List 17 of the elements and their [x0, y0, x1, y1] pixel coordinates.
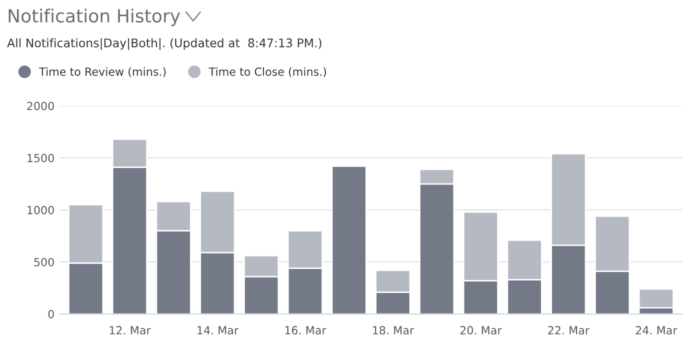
y-tick-label: 1000 [28, 206, 54, 214]
y-tick-label: 500 [34, 258, 54, 266]
x-tick-label: 20. Mar [460, 326, 502, 334]
legend-label: Time to Review (mins.) [39, 67, 166, 78]
bar [331, 166, 367, 314]
x-tick-label: 22. Mar [548, 326, 590, 334]
chart-subtitle: All Notifications|Day|Both|. (Updated at 8:47:13 PM.) [7, 38, 322, 50]
x-tick-label: 12. Mar [110, 326, 151, 334]
x-tick-label: 24. Mar [636, 326, 678, 334]
y-tick-label: 2000 [27, 102, 54, 110]
legend-label: Time to Close (mins.) [208, 67, 326, 78]
chart-title: Notification History [8, 8, 180, 26]
x-tick-label: 16. Mar [285, 326, 326, 334]
y-tick-label: 0 [48, 310, 54, 318]
y-tick-label: 1500 [28, 154, 54, 162]
x-tick-label: 14. Mar [198, 326, 239, 334]
x-tick-label: 18. Mar [373, 326, 414, 334]
